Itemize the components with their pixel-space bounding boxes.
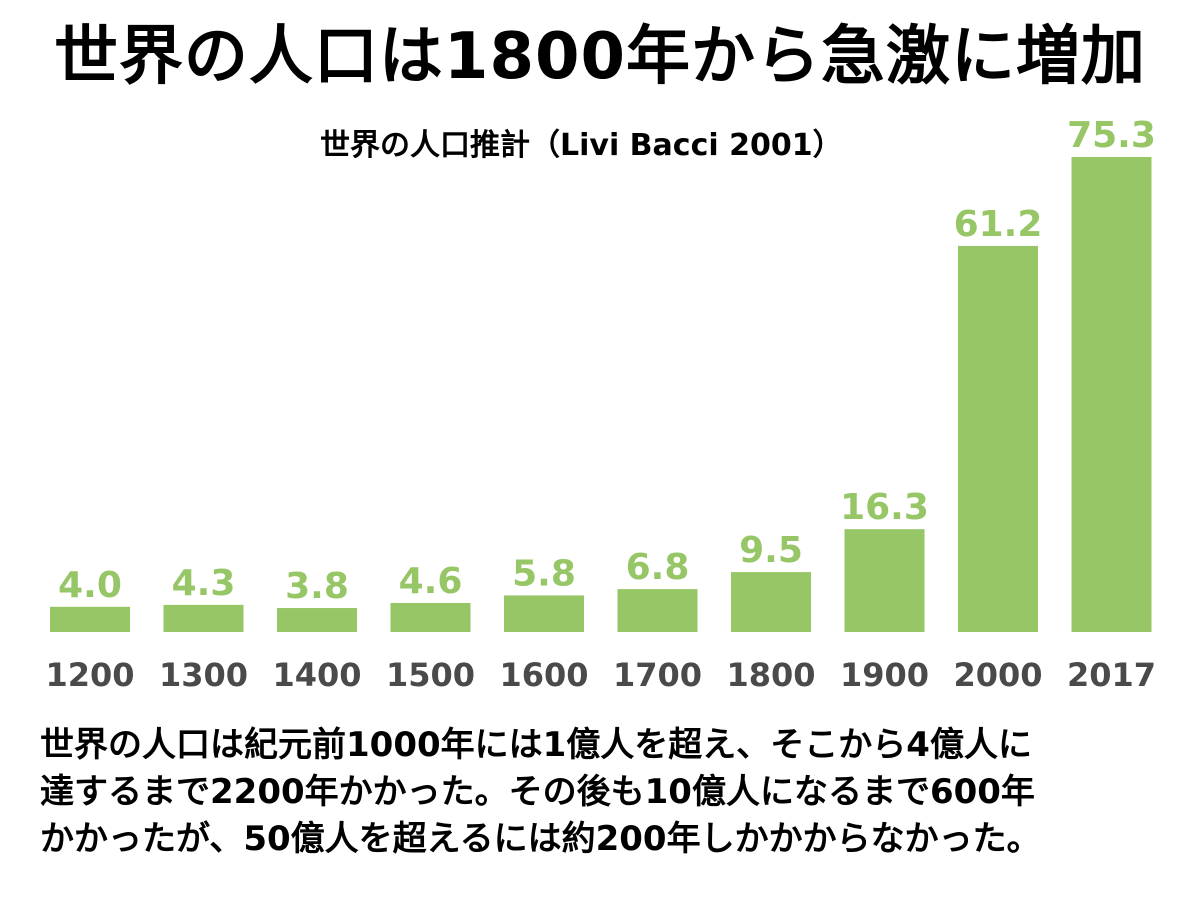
bar-1900	[844, 529, 925, 632]
chart-subtitle: 世界の人口推計（Livi Bacci 2001）	[320, 128, 843, 163]
value-label-1800: 9.5	[739, 530, 803, 571]
x-tick-label-1900: 1900	[840, 656, 929, 694]
bar-1800	[731, 572, 811, 632]
bar-1400	[277, 608, 357, 632]
value-label-2000: 61.2	[954, 204, 1043, 245]
x-tick-label-2017: 2017	[1067, 656, 1156, 694]
caption-line: 達するまで2200年かかった。その後も10億人になるまで600年	[40, 772, 1035, 812]
value-label-1900: 16.3	[840, 487, 929, 528]
bar-1600	[504, 595, 584, 632]
value-label-1400: 3.8	[285, 566, 349, 607]
x-tick-label-2000: 2000	[953, 656, 1042, 694]
caption-line: かかったが、50億人を超えるには約200年しかかからなかった。	[40, 819, 1041, 859]
bar-2017	[1071, 157, 1152, 632]
value-label-1700: 6.8	[626, 547, 690, 588]
x-tick-label-1300: 1300	[159, 656, 248, 694]
x-tick-label-1500: 1500	[386, 656, 475, 694]
bar-2000	[958, 245, 1038, 633]
caption-text: 世界の人口は紀元前1000年には1億人を超え、そこから4億人に 達するまで220…	[40, 722, 1170, 863]
value-label-1500: 4.6	[399, 561, 463, 602]
value-label-2017: 75.3	[1067, 115, 1156, 156]
bar-1700	[617, 589, 698, 632]
value-label-1600: 5.8	[512, 553, 576, 594]
value-label-1200: 4.0	[58, 565, 122, 606]
x-tick-label-1600: 1600	[499, 656, 588, 694]
chart-title: 世界の人口は1800年から急激に増加	[53, 20, 1147, 94]
value-label-1300: 4.3	[172, 563, 236, 604]
bar-1300	[163, 604, 244, 632]
caption-line: 世界の人口は紀元前1000年には1億人を超え、そこから4億人に	[40, 725, 1032, 765]
bar-1200	[50, 606, 130, 632]
bar-1500	[390, 602, 471, 632]
x-tick-label-1200: 1200	[45, 656, 134, 694]
x-tick-label-1400: 1400	[272, 656, 361, 694]
x-tick-label-1800: 1800	[726, 656, 815, 694]
x-tick-label-1700: 1700	[613, 656, 702, 694]
